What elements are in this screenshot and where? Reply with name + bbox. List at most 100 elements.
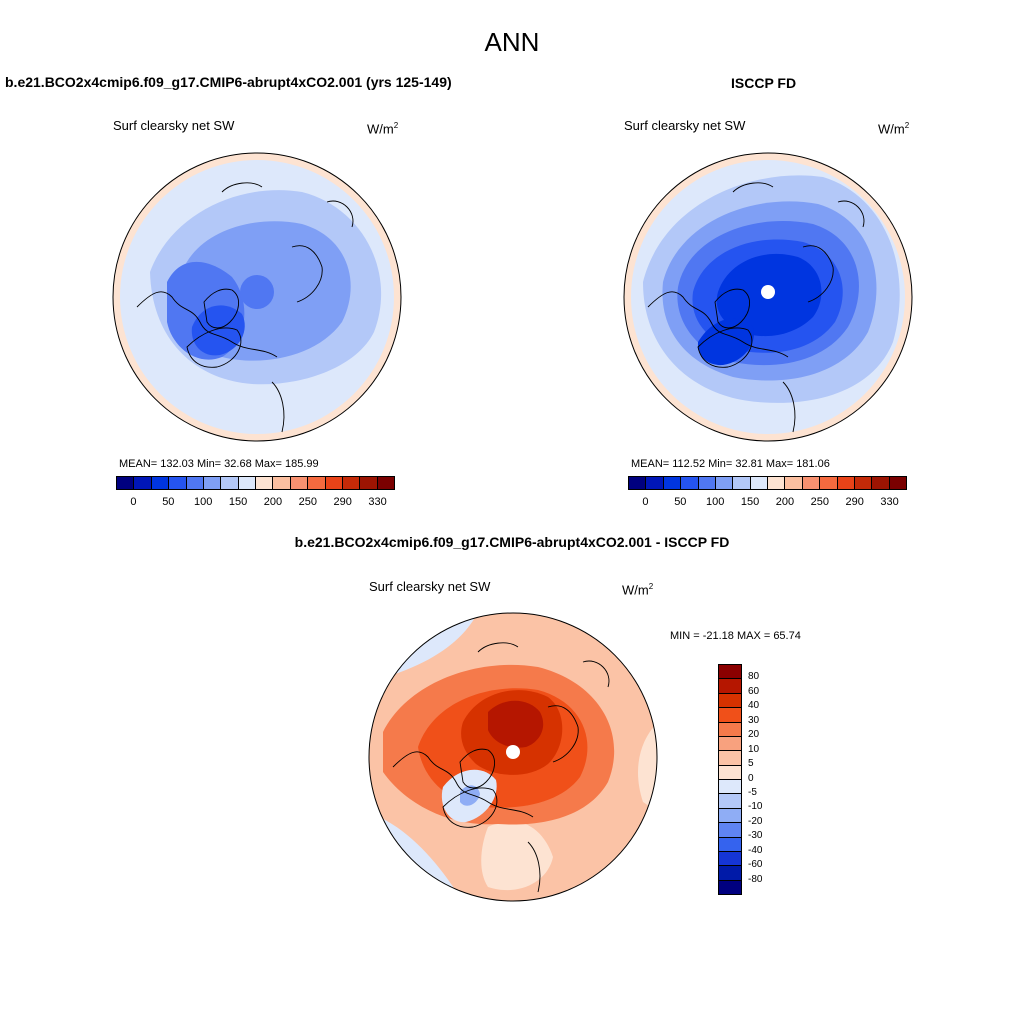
map-boundary xyxy=(368,612,658,902)
colorbar-swatch xyxy=(719,880,741,894)
colorbar-swatch xyxy=(719,794,741,809)
colorbar-vertical xyxy=(718,664,742,895)
polar-map-diff xyxy=(368,612,658,902)
colorbar-swatch xyxy=(290,477,309,489)
panel-title: b.e21.BCO2x4cmip6.f09_g17.CMIP6-abrupt4x… xyxy=(294,534,730,550)
colorbar-tick-label: 0 xyxy=(748,772,754,784)
colorbar xyxy=(116,476,395,490)
colorbar-swatch xyxy=(308,477,326,489)
colorbar-tick-label: 200 xyxy=(775,496,795,508)
map-pole-disk xyxy=(240,275,274,309)
colorbar-swatch xyxy=(719,837,741,852)
map-fill-band xyxy=(460,785,480,806)
stats-label: MEAN= 112.52 Min= 32.81 Max= 181.06 xyxy=(631,458,830,470)
map-fill-band xyxy=(697,318,754,366)
colorbar-swatch xyxy=(221,477,239,489)
colorbar-swatch xyxy=(646,477,664,489)
coastlines xyxy=(392,642,610,893)
colorbar-swatch xyxy=(872,477,890,489)
colorbar-tick-label: 60 xyxy=(748,685,760,697)
map-fill-band xyxy=(488,700,544,748)
colorbar-swatch xyxy=(719,679,741,694)
colorbar-tick-label: 250 xyxy=(298,496,317,508)
variable-label: Surf clearsky net SW xyxy=(369,579,491,594)
colorbar-swatch xyxy=(238,477,256,489)
colorbar-tick-label: 250 xyxy=(810,496,829,508)
colorbar-swatch xyxy=(719,665,741,680)
colorbar-tick-label: 20 xyxy=(748,729,760,741)
colorbar-swatch xyxy=(681,477,699,489)
colorbar-swatch xyxy=(663,477,682,489)
panel-title: b.e21.BCO2x4cmip6.f09_g17.CMIP6-abrupt4x… xyxy=(5,74,452,90)
colorbar xyxy=(628,476,907,490)
map-fill-band xyxy=(481,821,553,891)
colorbar-swatch xyxy=(719,823,741,838)
map-boundary xyxy=(623,152,913,442)
colorbar-tick-label: 100 xyxy=(194,496,213,508)
colorbar-swatch xyxy=(203,477,222,489)
figure-title: ANN xyxy=(484,27,540,57)
polar-map-obs xyxy=(623,152,913,442)
stats-label: MIN = -21.18 MAX = 65.74 xyxy=(670,630,801,642)
stats-label: MEAN= 132.03 Min= 32.68 Max= 185.99 xyxy=(119,458,319,470)
colorbar-swatch xyxy=(719,765,741,780)
colorbar-swatch xyxy=(733,477,751,489)
colorbar-tick-label: 150 xyxy=(740,496,760,508)
colorbar-swatch xyxy=(768,477,786,489)
colorbar-swatch xyxy=(889,477,906,489)
colorbar-swatch xyxy=(698,477,716,489)
colorbar-swatch xyxy=(117,477,135,489)
colorbar-swatch xyxy=(820,477,838,489)
colorbar-swatch xyxy=(151,477,170,489)
map-missing-pole xyxy=(761,285,775,299)
colorbar-swatch xyxy=(256,477,274,489)
colorbar-tick-label: 100 xyxy=(706,496,725,508)
coastlines xyxy=(136,182,354,433)
colorbar-tick-label: 50 xyxy=(674,496,687,508)
colorbar-tick-label: -5 xyxy=(748,786,757,798)
units-label: W/m2 xyxy=(367,121,399,137)
colorbar-tick-label: 30 xyxy=(748,714,760,726)
variable-label: Surf clearsky net SW xyxy=(624,118,746,133)
colorbar-swatch xyxy=(837,477,855,489)
colorbar-swatch xyxy=(719,736,741,752)
colorbar-tick-label: 0 xyxy=(130,496,137,508)
map-missing-pole xyxy=(506,745,520,759)
colorbar-tick-label: 10 xyxy=(748,743,760,755)
colorbar-tick-label: 40 xyxy=(748,700,760,712)
units-label: W/m2 xyxy=(622,582,654,598)
map-boundary xyxy=(112,152,402,442)
colorbar-tick-label: 330 xyxy=(880,496,899,508)
map-fill-band xyxy=(191,305,245,356)
colorbar-swatch xyxy=(342,477,361,489)
colorbar-swatch xyxy=(785,477,803,489)
colorbar-swatch xyxy=(273,477,291,489)
colorbar-tick-label: -60 xyxy=(748,859,763,871)
units-label: W/m2 xyxy=(878,121,910,137)
colorbar-swatch xyxy=(719,866,741,881)
colorbar-tick-label: 290 xyxy=(333,496,352,508)
colorbar-swatch xyxy=(802,477,821,489)
colorbar-swatch xyxy=(719,808,741,824)
colorbar-swatch xyxy=(719,780,741,795)
colorbar-swatch xyxy=(325,477,343,489)
colorbar-swatch xyxy=(719,708,741,723)
colorbar-tick-label: 50 xyxy=(162,496,175,508)
colorbar-swatch xyxy=(629,477,647,489)
colorbar-tick-label: -30 xyxy=(748,830,763,842)
colorbar-swatch xyxy=(715,477,734,489)
colorbar-swatch xyxy=(377,477,394,489)
colorbar-swatch xyxy=(360,477,378,489)
colorbar-tick-label: 330 xyxy=(368,496,387,508)
colorbar-tick-label: 200 xyxy=(263,496,283,508)
colorbar-tick-label: -80 xyxy=(748,873,763,885)
colorbar-swatch xyxy=(186,477,204,489)
colorbar-swatch xyxy=(719,851,741,867)
colorbar-tick-label: 5 xyxy=(748,758,754,770)
variable-label: Surf clearsky net SW xyxy=(113,118,235,133)
colorbar-tick-label: 0 xyxy=(642,496,649,508)
colorbar-tick-label: 150 xyxy=(228,496,248,508)
colorbar-tick-label: -10 xyxy=(748,801,763,813)
colorbar-swatch xyxy=(750,477,768,489)
colorbar-tick-label: -20 xyxy=(748,815,763,827)
